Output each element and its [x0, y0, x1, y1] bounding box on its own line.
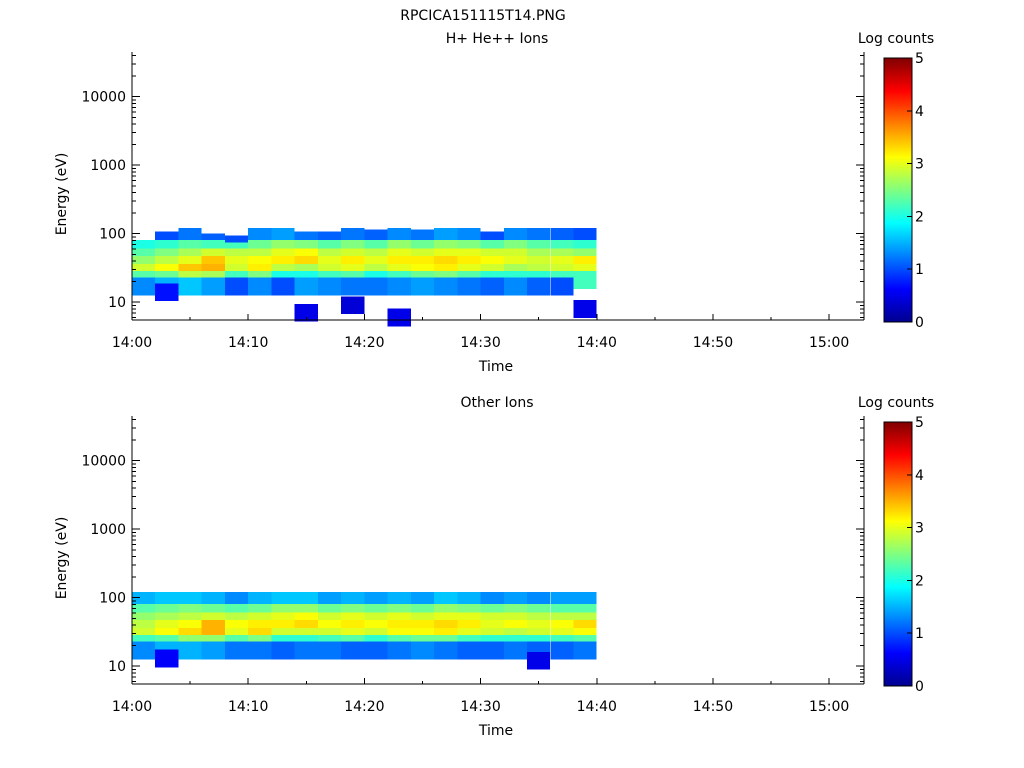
heatmap-cell [132, 277, 156, 296]
y-tick-label: 100 [99, 227, 126, 243]
x-tick-label: 15:00 [809, 699, 849, 715]
panel-2: 14:00 14:10 14:20 14:30 14:40 14:50 15:0010100… [54, 395, 934, 739]
heatmap-cell [364, 277, 388, 296]
colorbar-gradient [883, 57, 913, 323]
heatmap-cell [457, 641, 481, 660]
y-tick-label: 1000 [90, 522, 126, 538]
heatmap-cell [503, 277, 527, 296]
heatmap-cell [480, 641, 504, 660]
y-tick-label: 100 [99, 591, 126, 607]
heatmap-cell [457, 277, 481, 296]
heatmap-cell [527, 651, 551, 670]
panel-1: 14:00 14:10 14:20 14:30 14:40 14:50 15:0010100… [54, 31, 934, 375]
y-tick-label: 10 [108, 659, 126, 675]
x-tick-label: 14:10 [228, 335, 268, 351]
heatmap-cell [155, 649, 179, 668]
y-tick-label: 10000 [81, 454, 126, 470]
colorbar-tick-label: 5 [915, 51, 924, 67]
heatmap-cell [503, 641, 527, 660]
x-tick-label: 14:20 [344, 335, 384, 351]
x-tick-label: 14:40 [577, 335, 617, 351]
heatmap-cell [271, 277, 295, 296]
x-tick-label: 14:20 [344, 699, 384, 715]
panel-title: H+ He++ Ions [446, 31, 549, 47]
heatmap-cell [527, 277, 551, 296]
y-tick-label: 10000 [81, 90, 126, 106]
x-tick-label: 15:00 [809, 335, 849, 351]
heatmap-cell [434, 641, 458, 660]
heatmap-cell [294, 277, 318, 296]
heatmap-cell [294, 641, 318, 660]
heatmap-cell [132, 641, 156, 660]
x-tick-label: 14:30 [460, 335, 500, 351]
colorbar: 0 1 2 3 4 5 Log counts [858, 395, 934, 695]
colorbar-gradient [883, 421, 913, 687]
y-tick-label: 1000 [90, 158, 126, 174]
x-tick-label: 14:40 [577, 699, 617, 715]
heatmap-cell [410, 641, 435, 660]
heatmap-cell [248, 641, 272, 660]
colorbar-tick-label: 0 [915, 679, 924, 695]
heatmap-cell [410, 277, 435, 296]
colorbar-tick-label: 2 [915, 573, 924, 589]
colorbar-tick-label: 3 [915, 521, 924, 537]
heatmap-cell [550, 277, 574, 296]
colorbar-tick-label: 3 [915, 157, 924, 173]
x-tick-label: 14:50 [693, 335, 733, 351]
colorbar-tick-label: 5 [915, 415, 924, 431]
heatmap-cell [573, 300, 597, 318]
heatmap-cell [434, 277, 458, 296]
panels: 14:00 14:10 14:20 14:30 14:40 14:50 15:0010100… [54, 31, 934, 739]
panel-title: Other Ions [460, 395, 533, 411]
x-axis-label: Time [478, 723, 513, 739]
x-tick-label: 14:00 [112, 699, 152, 715]
heatmap-cell [201, 641, 225, 660]
heatmap-cell [341, 641, 365, 660]
heatmap-cell [225, 277, 249, 296]
heatmap-cell [248, 277, 272, 296]
heatmap-cell [201, 277, 225, 296]
heatmap-cell [573, 271, 597, 289]
x-tick-label: 14:30 [460, 699, 500, 715]
colorbar-tick-label: 1 [915, 626, 924, 642]
colorbar-tick-label: 0 [915, 315, 924, 331]
colorbar-tick-label: 4 [915, 468, 924, 484]
x-tick-label: 14:50 [693, 699, 733, 715]
y-axis-label: Energy (eV) [54, 517, 70, 600]
heatmap-cell [225, 641, 249, 660]
y-tick-label: 10 [108, 295, 126, 311]
colorbar-label: Log counts [858, 395, 934, 411]
x-tick-label: 14:10 [228, 699, 268, 715]
colorbar-tick-label: 4 [915, 104, 924, 120]
colorbar-tick-label: 2 [915, 209, 924, 225]
x-axis-label: Time [478, 359, 513, 375]
heatmap-cell [480, 277, 504, 296]
x-tick-label: 14:00 [112, 335, 152, 351]
heatmap-cell [364, 641, 388, 660]
heatmap-cell [317, 277, 342, 296]
heatmap-cell [178, 641, 202, 660]
heatmap-cell [294, 303, 318, 322]
heatmap-cell [155, 283, 179, 302]
heatmap-cell [317, 641, 342, 660]
heatmap-cell [271, 641, 295, 660]
heatmap-cell [387, 641, 411, 660]
heatmap-cell [178, 277, 202, 296]
heatmap-cell [341, 277, 365, 296]
y-axis-label: Energy (eV) [54, 153, 70, 236]
heatmap-cell [387, 308, 411, 327]
colorbar-label: Log counts [858, 31, 934, 47]
colorbar: 0 1 2 3 4 5 Log counts [858, 31, 934, 331]
heatmap-cell [387, 277, 411, 296]
heatmap-cell [341, 296, 365, 315]
figure-title: RPCICA151115T14.PNG [400, 8, 565, 24]
heatmap-cells [132, 228, 597, 327]
heatmap-cell [573, 641, 597, 660]
heatmap-cell [550, 641, 574, 660]
colorbar-tick-label: 1 [915, 262, 924, 278]
heatmap-cells [132, 592, 597, 670]
